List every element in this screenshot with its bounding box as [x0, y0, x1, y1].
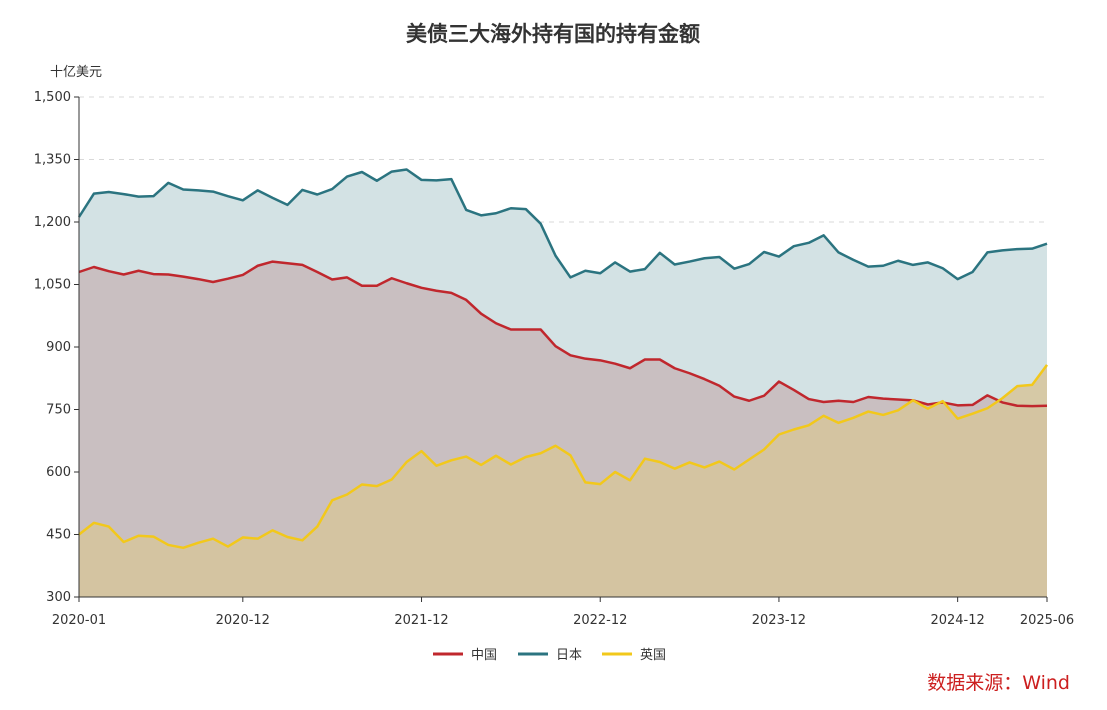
y-tick-label: 600	[46, 465, 71, 480]
line-layer	[77, 168, 1049, 550]
legend-item-japan[interactable]: 日本	[518, 648, 582, 663]
legend: 中国 日本 英国	[433, 648, 666, 663]
y-tick-label: 1,050	[34, 278, 71, 293]
y-axis-unit-label: 十亿美元	[50, 65, 102, 80]
area-uk	[79, 364, 1047, 597]
x-tick-label: 2025-06	[1020, 613, 1074, 628]
x-tick-label: 2021-12	[394, 613, 448, 628]
series-line-china	[78, 260, 1048, 408]
legend-label-china: 中国	[471, 648, 497, 663]
y-tick-label: 1,350	[34, 153, 71, 168]
data-source-note: 数据来源：Wind	[927, 672, 1070, 694]
y-tick-label: 900	[46, 340, 71, 355]
legend-item-uk[interactable]: 英国	[602, 648, 666, 663]
x-tick-label: 2020-12	[216, 613, 270, 628]
y-tick-label: 300	[46, 590, 71, 605]
series-line-uk	[78, 364, 1049, 550]
y-tick-label: 1,500	[34, 90, 71, 105]
x-tick-label: 2023-12	[752, 613, 806, 628]
axis-layer: 300 450 600 750 900 1,050 1,200 1,350 1,500 2020-…	[34, 90, 1074, 628]
y-tick-label: 750	[46, 403, 71, 418]
area-layer	[79, 169, 1047, 597]
y-tick-label: 1,200	[34, 215, 71, 230]
x-tick-label: 2022-12	[573, 613, 627, 628]
legend-item-china[interactable]: 中国	[433, 648, 497, 663]
y-tick-label: 450	[46, 528, 71, 543]
legend-label-japan: 日本	[556, 648, 582, 663]
series-line-japan	[77, 168, 1048, 281]
x-tick-label: 2020-01	[52, 613, 106, 628]
chart-title: 美债三大海外持有国的持有金额	[406, 22, 700, 46]
x-tick-label: 2024-12	[930, 613, 984, 628]
legend-label-uk: 英国	[640, 648, 666, 663]
